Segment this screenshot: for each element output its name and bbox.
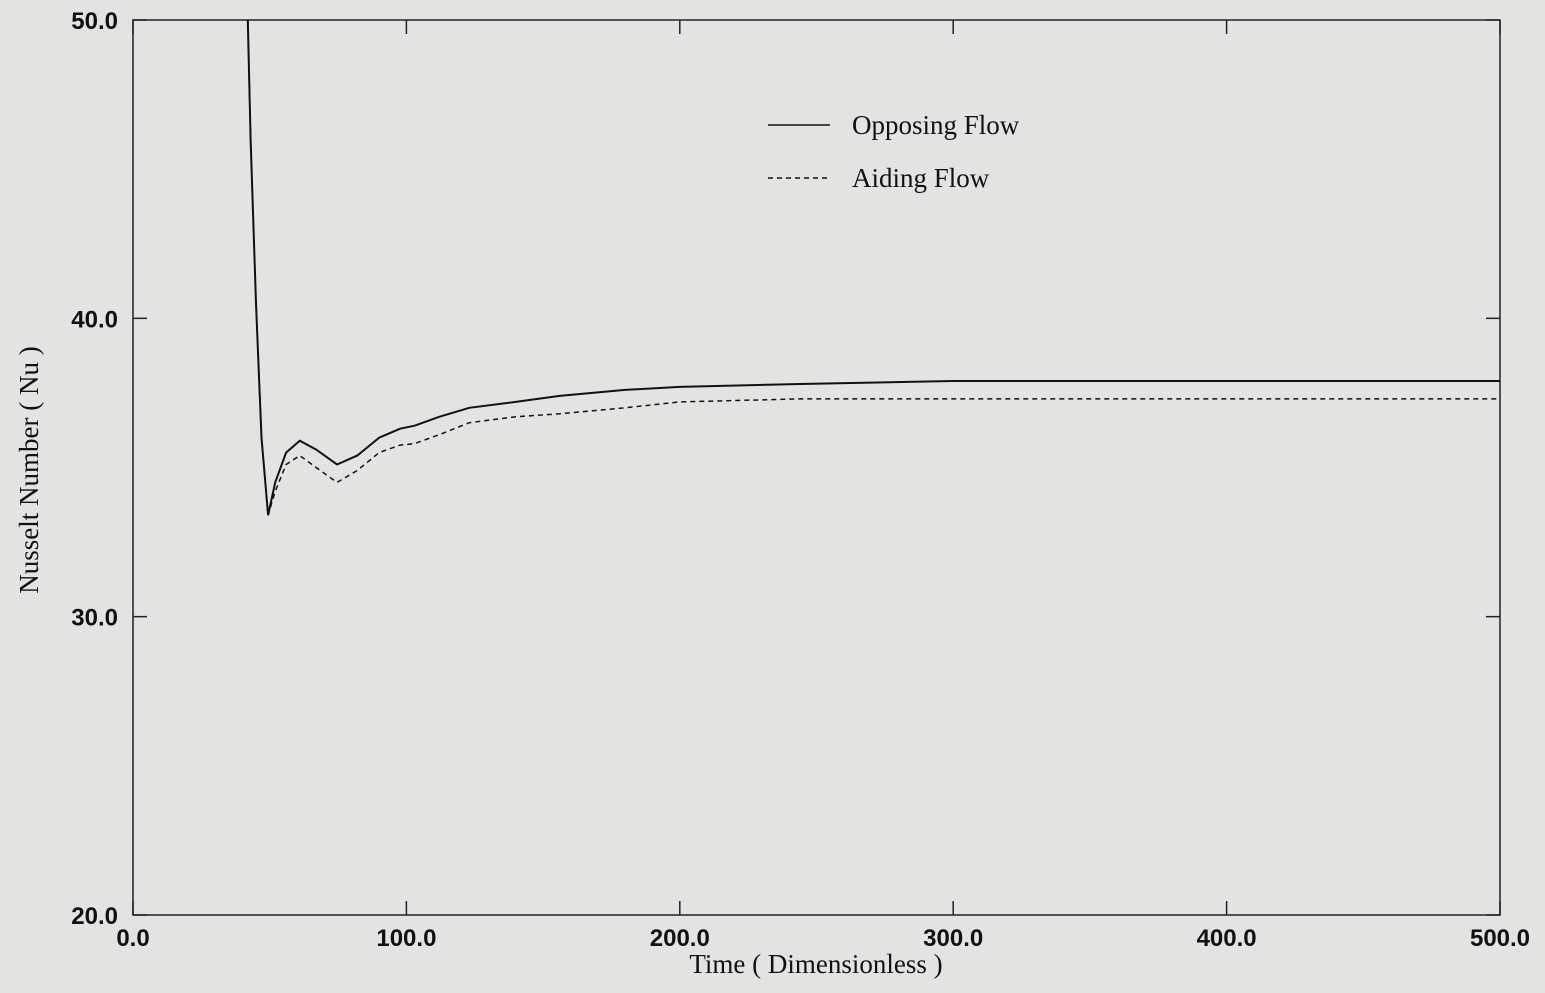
x-tick-label: 500.0	[1470, 925, 1530, 952]
x-tick-label: 300.0	[923, 925, 983, 952]
legend-label: Opposing Flow	[852, 110, 1020, 140]
chart: Time ( Dimensionless ) Nusselt Number ( …	[0, 0, 1545, 993]
x-axis-label: Time ( Dimensionless )	[689, 949, 942, 979]
x-tick-label: 400.0	[1197, 925, 1257, 952]
y-axis-label: Nusselt Number ( Nu )	[14, 346, 44, 593]
x-tick-label: 200.0	[650, 925, 710, 952]
y-tick-label: 30.0	[71, 605, 118, 632]
y-tick-label: 50.0	[71, 8, 118, 35]
y-tick-label: 40.0	[71, 306, 118, 333]
legend-label: Aiding Flow	[852, 163, 990, 193]
x-tick-label: 0.0	[116, 925, 149, 952]
x-tick-label: 100.0	[376, 925, 436, 952]
y-tick-label: 20.0	[71, 903, 118, 930]
background	[0, 0, 1545, 993]
